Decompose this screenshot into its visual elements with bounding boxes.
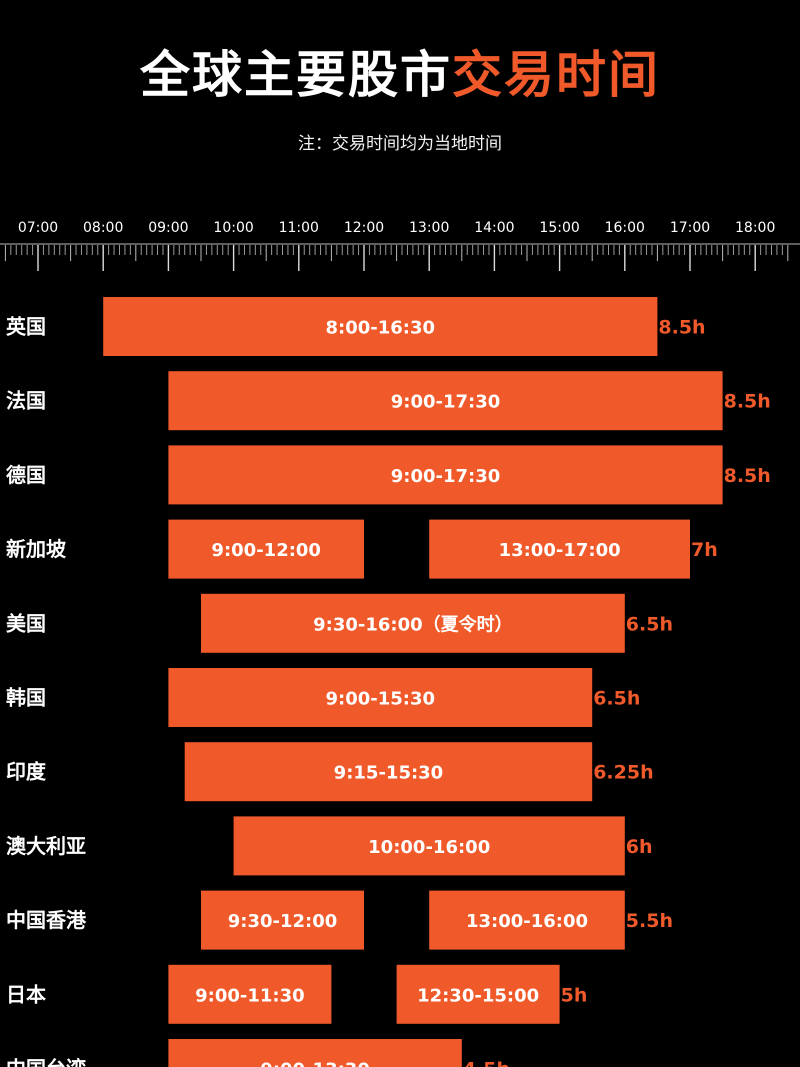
x-tick-label: 14:00 — [474, 220, 514, 236]
title-main: 全球主要股市 — [140, 46, 452, 104]
duration-label: 7h — [691, 539, 718, 561]
session-bar — [201, 890, 364, 950]
session-label: 8:00-16:30 — [326, 318, 436, 339]
country-label: 美国 — [6, 611, 46, 635]
duration-label: 5h — [561, 984, 588, 1006]
session-label: 13:00-16:00 — [466, 911, 588, 932]
x-tick-label: 13:00 — [409, 220, 449, 236]
session-bar — [168, 371, 723, 431]
session-label: 9:30-16:00（夏令时） — [313, 613, 513, 635]
duration-label: 8.5h — [724, 465, 771, 487]
session-label: 12:30-15:00 — [417, 985, 539, 1006]
country-label: 中国香港 — [6, 908, 87, 932]
session-bar — [168, 445, 723, 505]
x-tick-label: 10:00 — [213, 220, 253, 236]
country-label: 日本 — [6, 982, 46, 1006]
duration-label: 8.5h — [724, 391, 771, 413]
country-label: 新加坡 — [6, 537, 67, 561]
x-tick-label: 11:00 — [279, 220, 319, 236]
session-label: 9:00-17:30 — [391, 392, 501, 413]
session-bar — [429, 519, 690, 579]
session-bar — [168, 1039, 462, 1067]
x-tick-label: 09:00 — [148, 220, 188, 236]
session-label: 10:00-16:00 — [368, 837, 490, 858]
country-label: 印度 — [6, 760, 47, 784]
duration-label: 6.25h — [593, 762, 653, 784]
session-bar — [168, 668, 593, 727]
session-label: 9:15-15:30 — [334, 763, 444, 784]
country-label: 澳大利亚 — [6, 834, 86, 858]
session-label: 9:00-12:00 — [211, 540, 321, 561]
session-bar — [233, 816, 625, 876]
session-bar — [103, 297, 658, 356]
x-tick-label: 18:00 — [735, 220, 775, 236]
duration-label: 4.5h — [463, 1059, 510, 1067]
country-label: 法国 — [6, 389, 46, 413]
session-bar — [168, 519, 364, 579]
session-label: 9:00-13:30 — [260, 1060, 370, 1067]
country-label: 英国 — [6, 315, 46, 339]
duration-label: 5.5h — [626, 910, 673, 932]
country-label: 德国 — [6, 463, 46, 487]
x-tick-label: 12:00 — [344, 220, 384, 236]
session-bar — [429, 890, 625, 950]
title-accent: 交易时间 — [452, 46, 660, 104]
x-tick-label: 17:00 — [670, 220, 710, 236]
session-label: 13:00-17:00 — [499, 540, 621, 561]
session-bar — [168, 964, 332, 1024]
session-label: 9:00-17:30 — [391, 466, 501, 487]
session-label: 9:30-12:00 — [228, 911, 338, 932]
session-bar — [396, 964, 560, 1024]
session-bar — [184, 742, 593, 802]
duration-label: 6h — [626, 836, 653, 858]
note-text: 注：交易时间均为当地时间 — [298, 134, 502, 154]
session-bar — [201, 593, 625, 653]
session-label: 9:00-11:30 — [195, 985, 305, 1006]
duration-label: 6.5h — [626, 613, 673, 635]
duration-label: 8.5h — [658, 317, 705, 339]
country-label: 中国台湾 — [6, 1057, 86, 1067]
x-tick-label: 08:00 — [83, 220, 123, 236]
session-label: 9:00-15:30 — [326, 689, 436, 710]
duration-label: 6.5h — [593, 688, 640, 710]
x-tick-label: 07:00 — [18, 220, 58, 236]
x-tick-label: 15:00 — [539, 220, 579, 236]
page-title: 全球主要股市交易时间 — [0, 40, 800, 110]
x-tick-label: 16:00 — [605, 220, 645, 236]
country-label: 韩国 — [6, 686, 46, 710]
